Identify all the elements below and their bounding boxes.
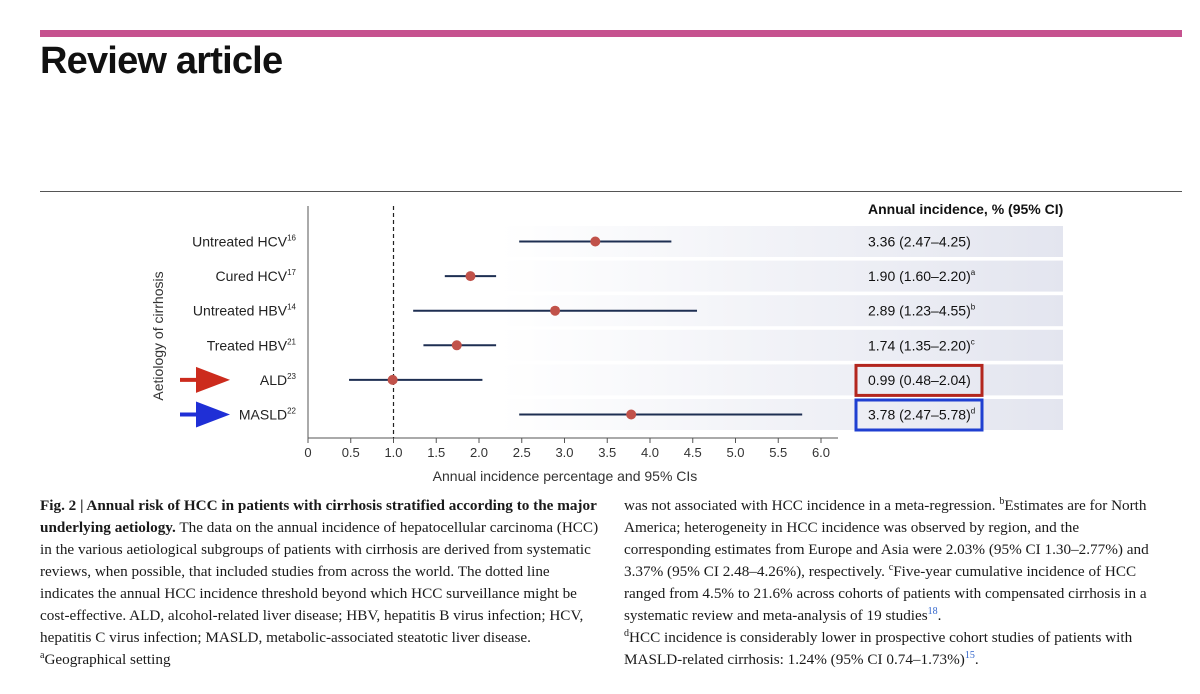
footnote-b: Estimates are for North America; heterog… [624, 497, 1149, 580]
row-label: Cured HCV17 [216, 268, 297, 284]
header-accent-bar [40, 30, 1182, 37]
x-tick-label: 5.0 [726, 445, 744, 460]
x-tick-label: 3.0 [555, 445, 573, 460]
point-estimate [550, 305, 561, 316]
point-estimate [387, 374, 398, 385]
figure-caption-left: Fig. 2 | Annual risk of HCC in patients … [40, 495, 600, 671]
figure-label: Fig. 2 | Annual risk of HCC in patients … [40, 497, 597, 536]
table-header: Annual incidence, % (95% CI) [868, 201, 1063, 217]
forest-plot: 0 0.5 1.0 1.5 2.0 2.5 3.0 3.5 4.0 4.5 5.0 5.5 6.0 3.… [150, 201, 1063, 484]
x-tick-label: 5.5 [769, 445, 787, 460]
row-band [500, 260, 1063, 292]
x-tick-label: 6.0 [812, 445, 830, 460]
highlight-box [854, 398, 984, 432]
incidence-value: 0.99 (0.48–2.04) [868, 372, 971, 388]
row-label: ALD23 [260, 372, 297, 388]
footnote-d-mark: d [624, 627, 629, 639]
point-estimate [465, 271, 476, 282]
x-tick-label: 4.5 [684, 445, 702, 460]
incidence-value: 3.78 (2.47–5.78)d [868, 407, 975, 423]
point-estimate [626, 409, 637, 420]
x-tick-label: 2.5 [513, 445, 531, 460]
footnote-a-start: Geographical setting [44, 651, 171, 668]
row-band [500, 364, 1063, 396]
footnote-d: HCC incidence is considerably lower in p… [624, 629, 1133, 668]
y-axis-label: Aetiology of cirrhosis [150, 271, 166, 400]
x-tick-label: 2.0 [470, 445, 488, 460]
highlight-box [854, 363, 984, 397]
footnote-b-mark: b [999, 495, 1005, 507]
x-tick-label: 0.5 [342, 445, 360, 460]
point-estimate [451, 340, 462, 351]
row-label: MASLD22 [239, 407, 297, 423]
x-tick-label: 1.5 [427, 445, 445, 460]
x-tick-label: 3.5 [598, 445, 616, 460]
caption-body: The data on the annual incidence of hepa… [40, 519, 599, 646]
footnote-c-mark: c [888, 561, 894, 573]
masld-arrow [180, 401, 230, 428]
point-estimate [590, 236, 601, 247]
x-tick-label: 4.0 [641, 445, 659, 460]
row-label: Untreated HBV14 [193, 303, 297, 319]
footnote-c-end: . [937, 607, 942, 624]
x-tick-label: 1.0 [384, 445, 402, 460]
incidence-value: 2.89 (1.23–4.55)b [868, 303, 976, 319]
incidence-value: 1.90 (1.60–2.20)a [868, 268, 976, 284]
reference-link-18[interactable]: 18 [927, 605, 938, 617]
x-tick-label: 0 [304, 445, 311, 460]
incidence-value: 1.74 (1.35–2.20)c [868, 337, 975, 353]
row-band [500, 329, 1063, 361]
footnote-a-end: was not associated with HCC incidence in… [624, 497, 1000, 514]
row-label: Treated HBV21 [207, 337, 297, 353]
footnote-d-end: . [974, 651, 979, 668]
footnote-a-mark: a [40, 649, 45, 661]
reference-link-15[interactable]: 15 [964, 649, 975, 661]
x-axis-label: Annual incidence percentage and 95% CIs [433, 468, 698, 484]
footnote-c: Five-year cumulative incidence of HCC ra… [624, 563, 1147, 624]
ald-arrow [180, 366, 230, 393]
page-title: Review article [40, 40, 283, 82]
figure-caption-right: was not associated with HCC incidence in… [624, 495, 1164, 671]
incidence-value: 3.36 (2.47–4.25) [868, 234, 971, 250]
row-label: Untreated HCV16 [192, 234, 296, 250]
section-divider [40, 191, 1182, 192]
